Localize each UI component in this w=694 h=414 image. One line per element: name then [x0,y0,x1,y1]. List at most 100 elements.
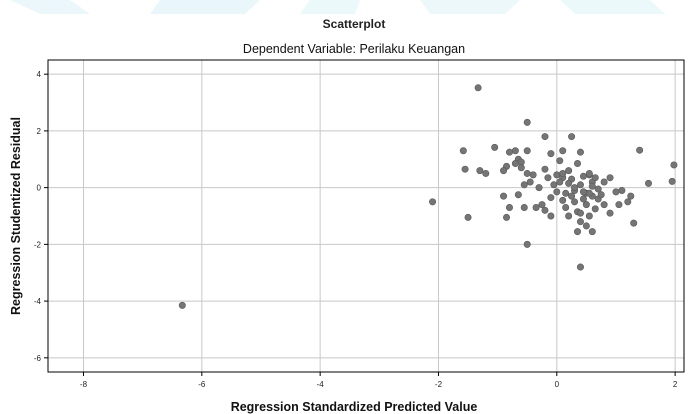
scatter-point [571,198,579,206]
scatter-point [591,174,599,182]
scatter-point [523,118,531,126]
x-tick-label: -6 [198,380,206,389]
scatter-point [670,161,678,169]
scatter-point [526,178,534,186]
scatter-point [636,146,644,154]
scatter-point [559,147,567,155]
scatter-point [491,143,499,151]
scatter-point [576,181,584,189]
y-axis-label: Regression Studentized Residual [9,117,23,315]
scatter-point [606,174,614,182]
scatter-point [511,147,519,155]
scatter-point [500,192,508,200]
scatter-point [615,201,623,209]
scatter-point [532,203,540,211]
data-points [178,84,678,309]
scatter-point [547,150,555,158]
y-tick-label: 2 [37,127,42,136]
scatter-point [541,206,549,214]
chart-subtitle: Dependent Variable: Perilaku Keuangan [243,42,465,56]
watermark-graphic [10,0,665,14]
x-tick-label: -4 [317,380,325,389]
scatter-point [612,188,620,196]
scatter-point [474,84,482,92]
y-tick-label: -6 [34,354,42,363]
scatter-point [624,198,632,206]
scatter-point [645,179,653,187]
scatter-point [574,160,582,168]
scatter-point [523,147,531,155]
scatter-point [505,148,513,156]
scatter-point [461,165,469,173]
scatter-point [576,209,584,217]
scatter-point [576,218,584,226]
scatter-point [588,228,596,236]
plot-frame [47,59,685,373]
scatter-point [627,192,635,200]
scatter-point [565,179,573,187]
scatter-point [576,148,584,156]
y-tick-label: -2 [34,240,42,249]
scatter-point [579,188,587,196]
scatter-point [565,167,573,175]
scatter-point [568,192,576,200]
scatter-point [574,228,582,236]
scatter-point [464,213,472,221]
scatter-point [630,219,638,227]
scatter-point [556,178,564,186]
scatter-point [523,240,531,248]
axis-ticks: -8 -6 -4 -2 0 2 -6 -4 -2 0 2 4 [34,70,678,389]
scatter-point [618,186,626,194]
x-tick-label: -2 [435,380,443,389]
scatter-point [668,177,676,185]
scatter-point [591,205,599,213]
scatter-point [511,160,519,168]
y-tick-label: 0 [37,184,42,193]
scatter-point [520,203,528,211]
x-tick-label: 2 [673,380,678,389]
scatter-point [597,191,605,199]
scatter-point [459,147,467,155]
scatter-point [178,301,186,309]
scatter-point [585,169,593,177]
scatter-point [547,194,555,202]
scatter-point [579,195,587,203]
scatter-point [503,213,511,221]
scatter-point [606,209,614,217]
scatter-point [514,191,522,199]
scatter-point [582,201,590,209]
scatter-point [588,182,596,190]
scatter-point [517,164,525,172]
scatter-point [429,198,437,206]
scatter-point [565,212,573,220]
scatter-point [582,222,590,230]
y-tick-label: -4 [34,297,42,306]
scatter-point [544,174,552,182]
scatter-point [529,171,537,179]
scatter-point [553,171,561,179]
scatter-point [541,133,549,141]
scatter-point [559,196,567,204]
scatter-point [562,189,570,197]
scatter-point [562,203,570,211]
scatter-point [500,167,508,175]
x-axis-label: Regression Standardized Predicted Value [231,400,478,414]
scatter-point [541,165,549,173]
scatter-point [482,169,490,177]
scatter-point [547,212,555,220]
scatter-point [600,178,608,186]
chart-title: Scatterplot [323,17,386,31]
scatter-point [559,169,567,177]
scatter-point [576,263,584,271]
grid-lines [48,60,684,372]
scatter-point [585,212,593,220]
scatter-point [568,133,576,141]
scatter-point [476,167,484,175]
watermark-band [0,0,694,14]
scatter-point [553,188,561,196]
scatter-point [600,201,608,209]
scatter-point [520,181,528,189]
y-tick-label: 4 [37,70,42,79]
scatter-point [571,184,579,192]
